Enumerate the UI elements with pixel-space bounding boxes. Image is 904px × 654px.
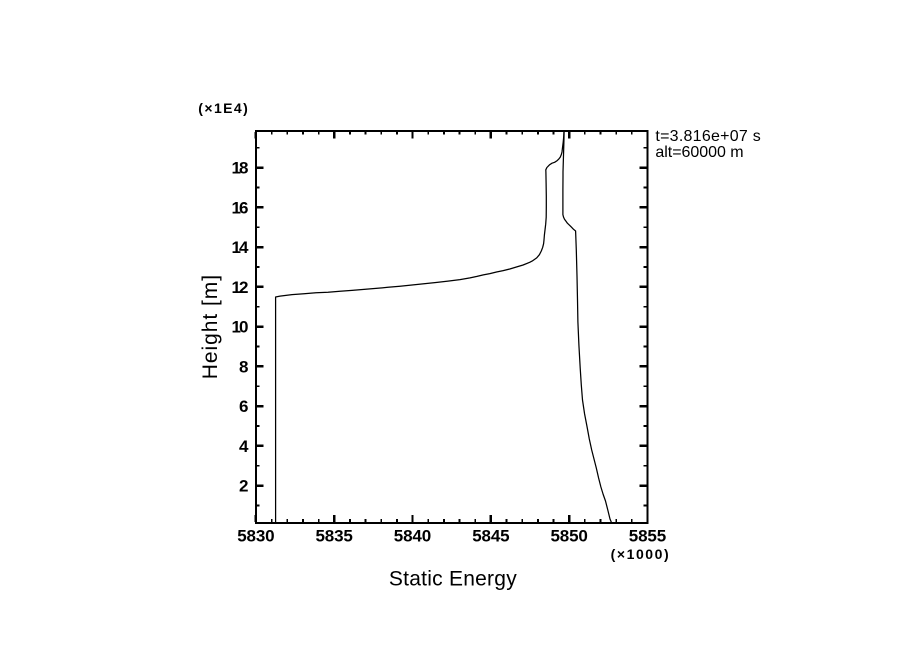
svg-text:Static Energy: Static Energy xyxy=(389,567,517,590)
svg-text:5845: 5845 xyxy=(472,527,509,546)
svg-text:5835: 5835 xyxy=(316,527,353,546)
svg-text:alt=60000 m: alt=60000 m xyxy=(655,144,743,161)
svg-text:(×1000): (×1000) xyxy=(611,546,669,562)
svg-text:5830: 5830 xyxy=(237,527,274,546)
svg-text:t=3.816e+07 s: t=3.816e+07 s xyxy=(655,128,760,145)
svg-text:18: 18 xyxy=(232,159,249,178)
svg-text:2: 2 xyxy=(239,477,248,496)
svg-text:(×1E4): (×1E4) xyxy=(198,100,248,116)
svg-text:5850: 5850 xyxy=(551,527,588,546)
svg-text:Height [m]: Height [m] xyxy=(199,275,222,379)
svg-text:14: 14 xyxy=(232,238,250,257)
svg-text:5855: 5855 xyxy=(629,527,666,546)
svg-text:12: 12 xyxy=(232,278,249,297)
svg-text:8: 8 xyxy=(239,357,248,376)
svg-text:10: 10 xyxy=(232,318,249,337)
svg-text:6: 6 xyxy=(239,397,248,416)
svg-text:4: 4 xyxy=(239,437,249,456)
svg-text:5840: 5840 xyxy=(394,527,431,546)
svg-text:16: 16 xyxy=(232,198,249,217)
